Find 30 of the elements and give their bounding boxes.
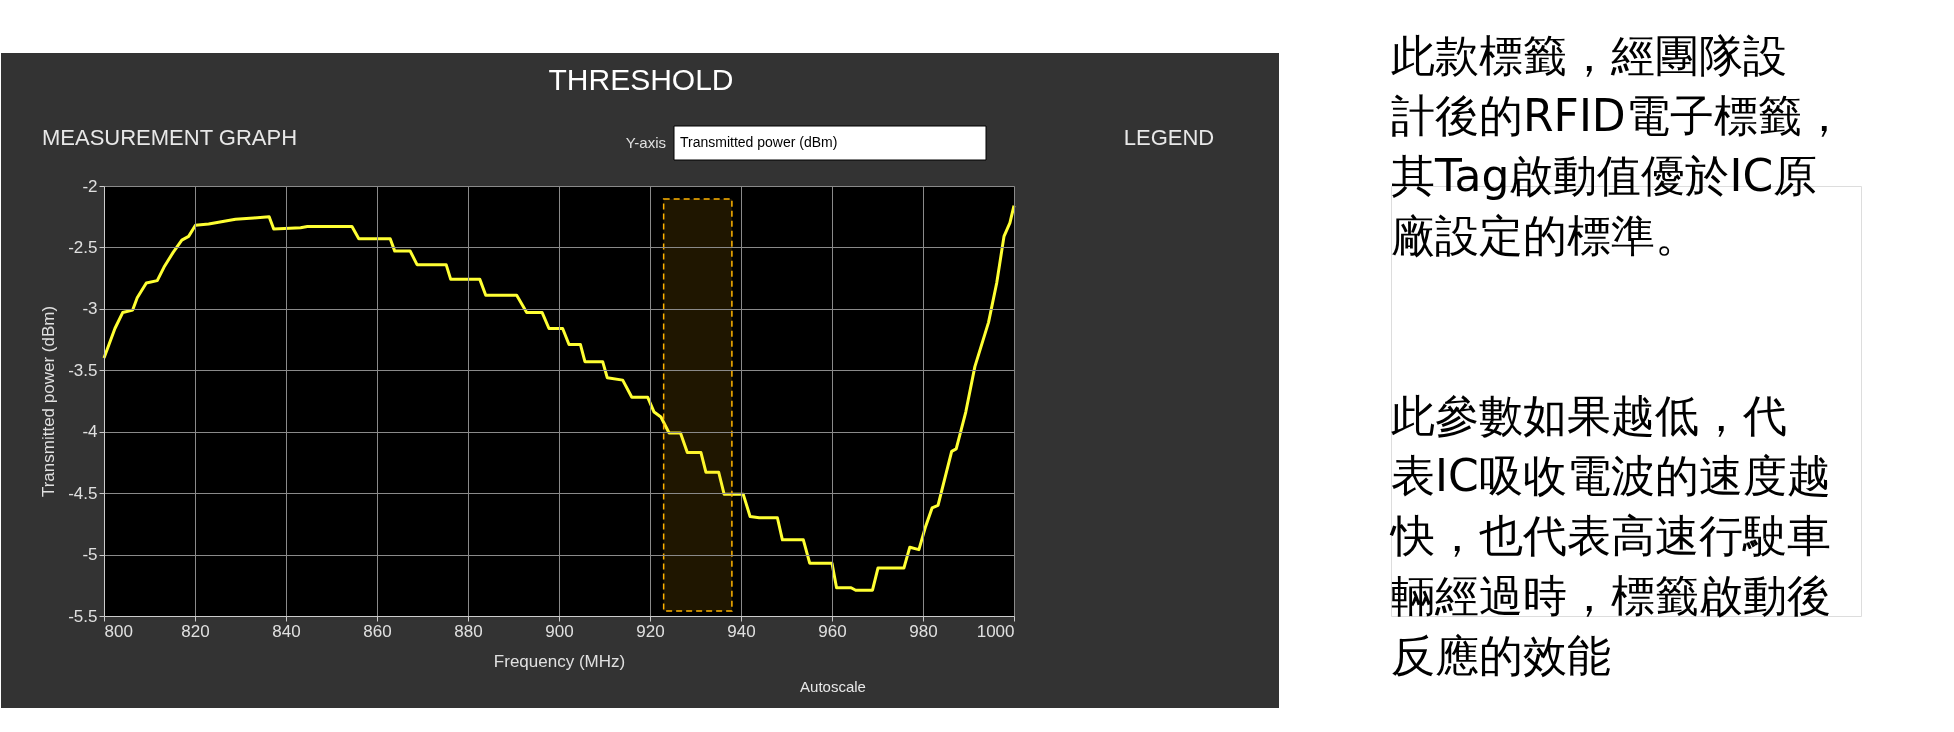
text: Autoscale [800, 678, 866, 695]
x-tick-label: 860 [363, 621, 392, 641]
y-tick-label: -2.5 [68, 237, 98, 257]
x-tick-label: 820 [181, 621, 210, 641]
x-tick-label: 920 [636, 621, 665, 641]
y-tick-label: -5 [82, 545, 98, 565]
text: MEASUREMENT GRAPH [42, 125, 298, 150]
x-tick-label: 940 [727, 621, 756, 641]
text: Transmitted power (dBm) [680, 134, 838, 150]
y-tick-label: -5.5 [68, 606, 98, 626]
y-tick-label: -4 [82, 422, 98, 442]
x-tick-label: 980 [909, 621, 938, 641]
x-tick-label: 960 [818, 621, 847, 641]
text: LEGEND [1123, 125, 1215, 150]
x-tick-label: 900 [545, 621, 574, 641]
x-axis-title: Frequency (MHz) [493, 651, 626, 671]
text: Y-axis [625, 134, 666, 151]
x-tick-label: 880 [454, 621, 483, 641]
y-axis-title: Transmitted power (dBm) [39, 305, 59, 498]
text: 此參數如果越低，代表IC吸收電波的速度越快，也代表高速行駛車輛經過時，標籤啟動後反應的效能 [1389, 390, 1831, 681]
chart-title: THRESHOLD [548, 63, 734, 96]
x-tick-label: 840 [272, 621, 301, 641]
y-tick-label: -4.5 [68, 483, 98, 503]
y-tick-label: -3 [82, 299, 98, 319]
line-series [102, 204, 1016, 592]
text: 此款標籤，經團隊設計後的RFID電子標籤，其Tag啟動值優於IC原廠設定的標準。 [1391, 30, 1846, 261]
x-tick-label: 800 [104, 621, 133, 641]
x-tick-label: 1000 [976, 621, 1015, 641]
y-tick-label: -2 [82, 176, 98, 196]
y-tick-label: -3.5 [68, 360, 98, 380]
